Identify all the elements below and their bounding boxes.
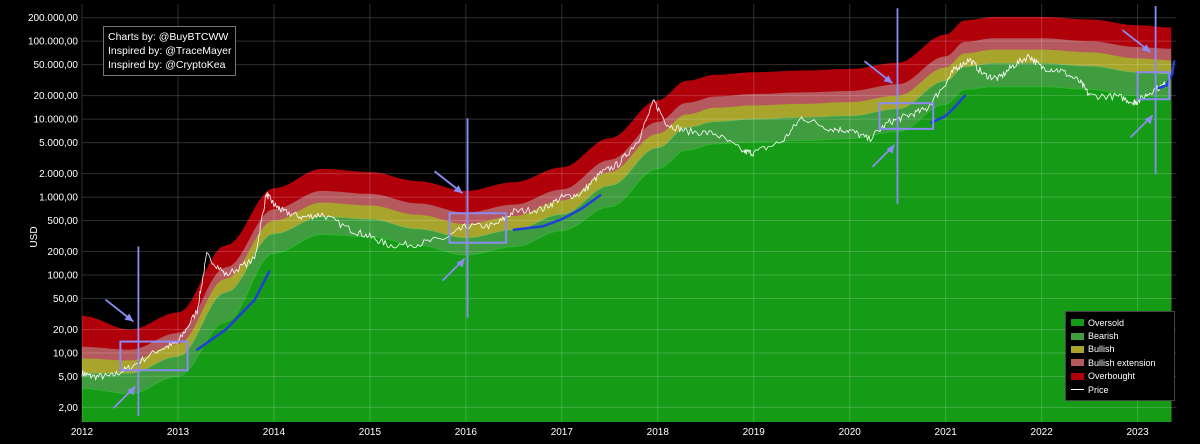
y-tick-label: 50.000,00 <box>34 60 79 71</box>
x-tick-label: 2017 <box>551 427 574 438</box>
legend-label: Bullish extension <box>1088 357 1156 368</box>
legend-item-bearish[interactable]: Bearish <box>1071 329 1169 342</box>
trend-line <box>930 94 967 124</box>
legend-label: Bearish <box>1088 331 1119 342</box>
x-tick-label: 2014 <box>263 427 286 438</box>
annotation-arrow-head <box>883 75 893 84</box>
annotation-arrow-head <box>124 313 134 322</box>
trend-line <box>512 194 602 232</box>
annotation-arrow-head <box>1144 115 1153 125</box>
price-line <box>81 53 1167 381</box>
legend-label: Oversold <box>1088 317 1125 328</box>
legend-swatch <box>1071 319 1084 327</box>
legend-item-bullish-extension[interactable]: Bullish extension <box>1071 356 1169 369</box>
trend-line <box>195 270 271 351</box>
band-areas <box>81 16 1172 423</box>
legend-label: Overbought <box>1088 371 1136 382</box>
oversold-band <box>82 86 1172 423</box>
x-tick-label: 2016 <box>455 427 478 438</box>
credit-line: Inspired by: @TraceMayer <box>108 45 232 57</box>
price-series <box>81 53 1167 381</box>
y-tick-label: 20,00 <box>53 325 78 336</box>
y-tick-label: 10,00 <box>53 348 78 359</box>
annotation-box <box>448 212 508 244</box>
y-tick-label: 20.000,00 <box>34 91 79 102</box>
annotation-box <box>119 340 189 372</box>
credit-line: Inspired by: @CryptoKea <box>108 59 226 71</box>
annotation-arrow-head <box>453 185 463 194</box>
legend-label: Price <box>1088 384 1109 395</box>
annotation-box <box>1136 71 1171 101</box>
annotation-arrow-head <box>127 386 136 396</box>
y-tick-label: 100,00 <box>47 271 78 282</box>
y-tick-label: 2,00 <box>59 403 79 414</box>
x-tick-label: 2022 <box>1031 427 1054 438</box>
annotation-arrow-head <box>456 258 465 268</box>
y-axis: 2,00 5,00 10,00 20,00 50,00 100,00 200,00 500,0… <box>28 13 78 414</box>
legend-item-overbought[interactable]: Overbought <box>1071 370 1169 383</box>
y-tick-label: 1.000,00 <box>39 193 78 204</box>
legend-item-bullish[interactable]: Bullish <box>1071 343 1169 356</box>
x-axis: 2012 2013 2014 2015 2016 2017 2018 2019 2020 2021… <box>71 427 1149 438</box>
x-tick-label: 2012 <box>71 427 94 438</box>
x-tick-label: 2019 <box>743 427 766 438</box>
y-tick-label: 100.000,00 <box>28 37 78 48</box>
legend-label: Bullish <box>1088 344 1115 355</box>
oversold-band-edge <box>81 86 1172 395</box>
y-tick-label: 10.000,00 <box>34 115 79 126</box>
annotation-arrow-head <box>886 144 895 154</box>
y-tick-label: 50,00 <box>53 294 78 305</box>
x-tick-label: 2015 <box>359 427 382 438</box>
credit-line: Charts by: @BuyBTCWW <box>108 31 229 43</box>
annotation-box <box>878 102 935 130</box>
x-tick-label: 2018 <box>647 427 670 438</box>
credits-box: Charts by: @BuyBTCWW Inspired by: @Trace… <box>103 26 237 76</box>
y-axis-label: USD <box>29 226 40 247</box>
y-tick-label: 2.000,00 <box>39 169 78 180</box>
y-tick-label: 500,00 <box>47 216 78 227</box>
x-tick-label: 2013 <box>167 427 190 438</box>
legend-item-price[interactable]: Price <box>1071 383 1169 396</box>
y-tick-label: 200.000,00 <box>28 13 78 24</box>
legend-swatch <box>1071 332 1084 340</box>
y-tick-label: 5.000,00 <box>39 138 78 149</box>
x-tick-label: 2020 <box>839 427 862 438</box>
annotation-arrow-head <box>1141 44 1151 53</box>
bearish-band-edge <box>82 62 1172 374</box>
y-tick-label: 200,00 <box>47 247 78 258</box>
annotations <box>104 6 1171 416</box>
trend-lines <box>195 60 1176 351</box>
legend-swatch <box>1071 389 1084 391</box>
legend-item-oversold[interactable]: Oversold <box>1071 316 1169 329</box>
legend: Oversold Bearish Bullish Bullish extensi… <box>1065 311 1175 402</box>
y-tick-label: 5,00 <box>59 372 79 383</box>
x-tick-label: 2023 <box>1126 427 1149 438</box>
legend-swatch <box>1071 372 1084 380</box>
legend-swatch <box>1071 359 1084 367</box>
legend-swatch <box>1071 345 1084 353</box>
x-tick-label: 2021 <box>935 427 958 438</box>
